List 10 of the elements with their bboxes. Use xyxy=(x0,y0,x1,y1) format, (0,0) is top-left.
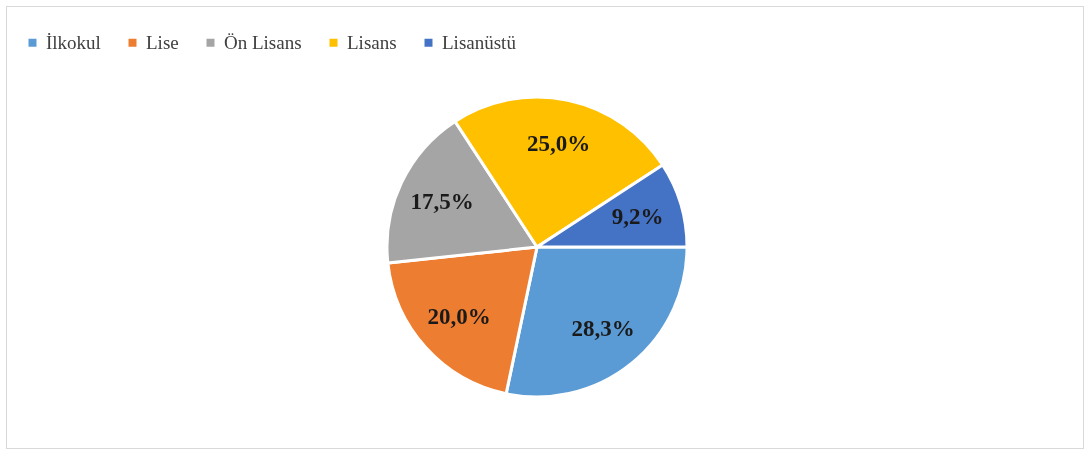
data-label: 17,5% xyxy=(410,188,474,214)
legend-label: Lise xyxy=(146,31,179,53)
legend-label: Lisans xyxy=(347,31,397,53)
data-label: 20,0% xyxy=(427,304,491,330)
legend-label: İlkokul xyxy=(46,31,101,53)
data-label: 9,2% xyxy=(611,204,664,230)
data-label: 25,0% xyxy=(526,131,591,157)
data-label: 28,3% xyxy=(571,315,635,341)
legend-label: Lisanüstü xyxy=(442,31,517,53)
legend-label: Ön Lisans xyxy=(224,31,302,53)
